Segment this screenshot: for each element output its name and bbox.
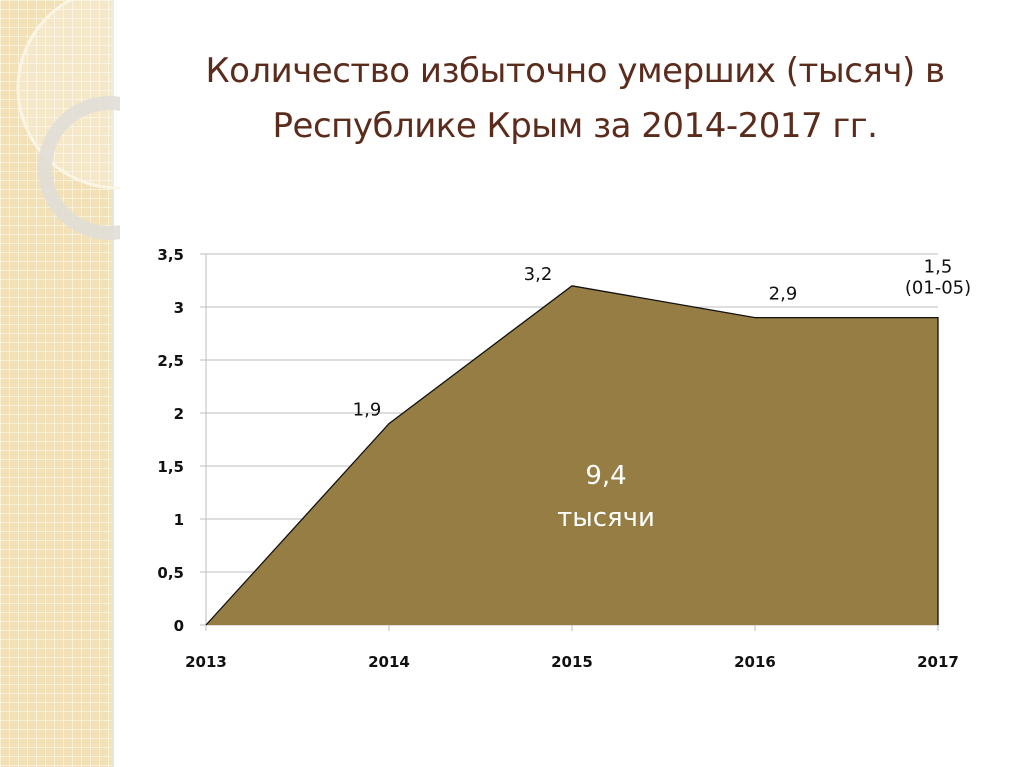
total-value-annotation: 9,4 xyxy=(585,461,626,491)
x-tick-label: 2015 xyxy=(551,653,593,671)
total-unit-annotation: тысячи xyxy=(557,503,655,533)
x-tick-label: 2016 xyxy=(734,653,776,671)
x-tick-label: 2013 xyxy=(185,653,227,671)
y-tick-label: 2 xyxy=(174,405,184,423)
y-tick-label: 1 xyxy=(174,511,184,529)
data-label: 1,5 xyxy=(924,257,953,278)
strip-edge xyxy=(111,0,114,767)
data-label: 3,2 xyxy=(524,264,553,285)
x-tick-label: 2014 xyxy=(368,653,410,671)
decorative-rings xyxy=(16,0,120,240)
y-tick-label: 2,5 xyxy=(157,352,184,370)
y-tick-label: 1,5 xyxy=(157,458,184,476)
area-line xyxy=(205,285,939,626)
x-tick-label: 2017 xyxy=(917,653,959,671)
y-tick-label: 3 xyxy=(174,299,184,317)
data-label: 2,9 xyxy=(769,284,798,305)
data-label: 1,9 xyxy=(353,400,382,421)
slide-title: Количество избыточно умерших (тысяч) в Р… xyxy=(205,51,945,146)
area-fill xyxy=(206,285,938,625)
data-label-note: (01-05) xyxy=(905,278,971,299)
y-tick-label: 0 xyxy=(174,617,184,635)
y-tick-label: 0,5 xyxy=(157,564,184,582)
y-tick-label: 3,5 xyxy=(157,246,184,264)
small-ring xyxy=(38,96,120,240)
